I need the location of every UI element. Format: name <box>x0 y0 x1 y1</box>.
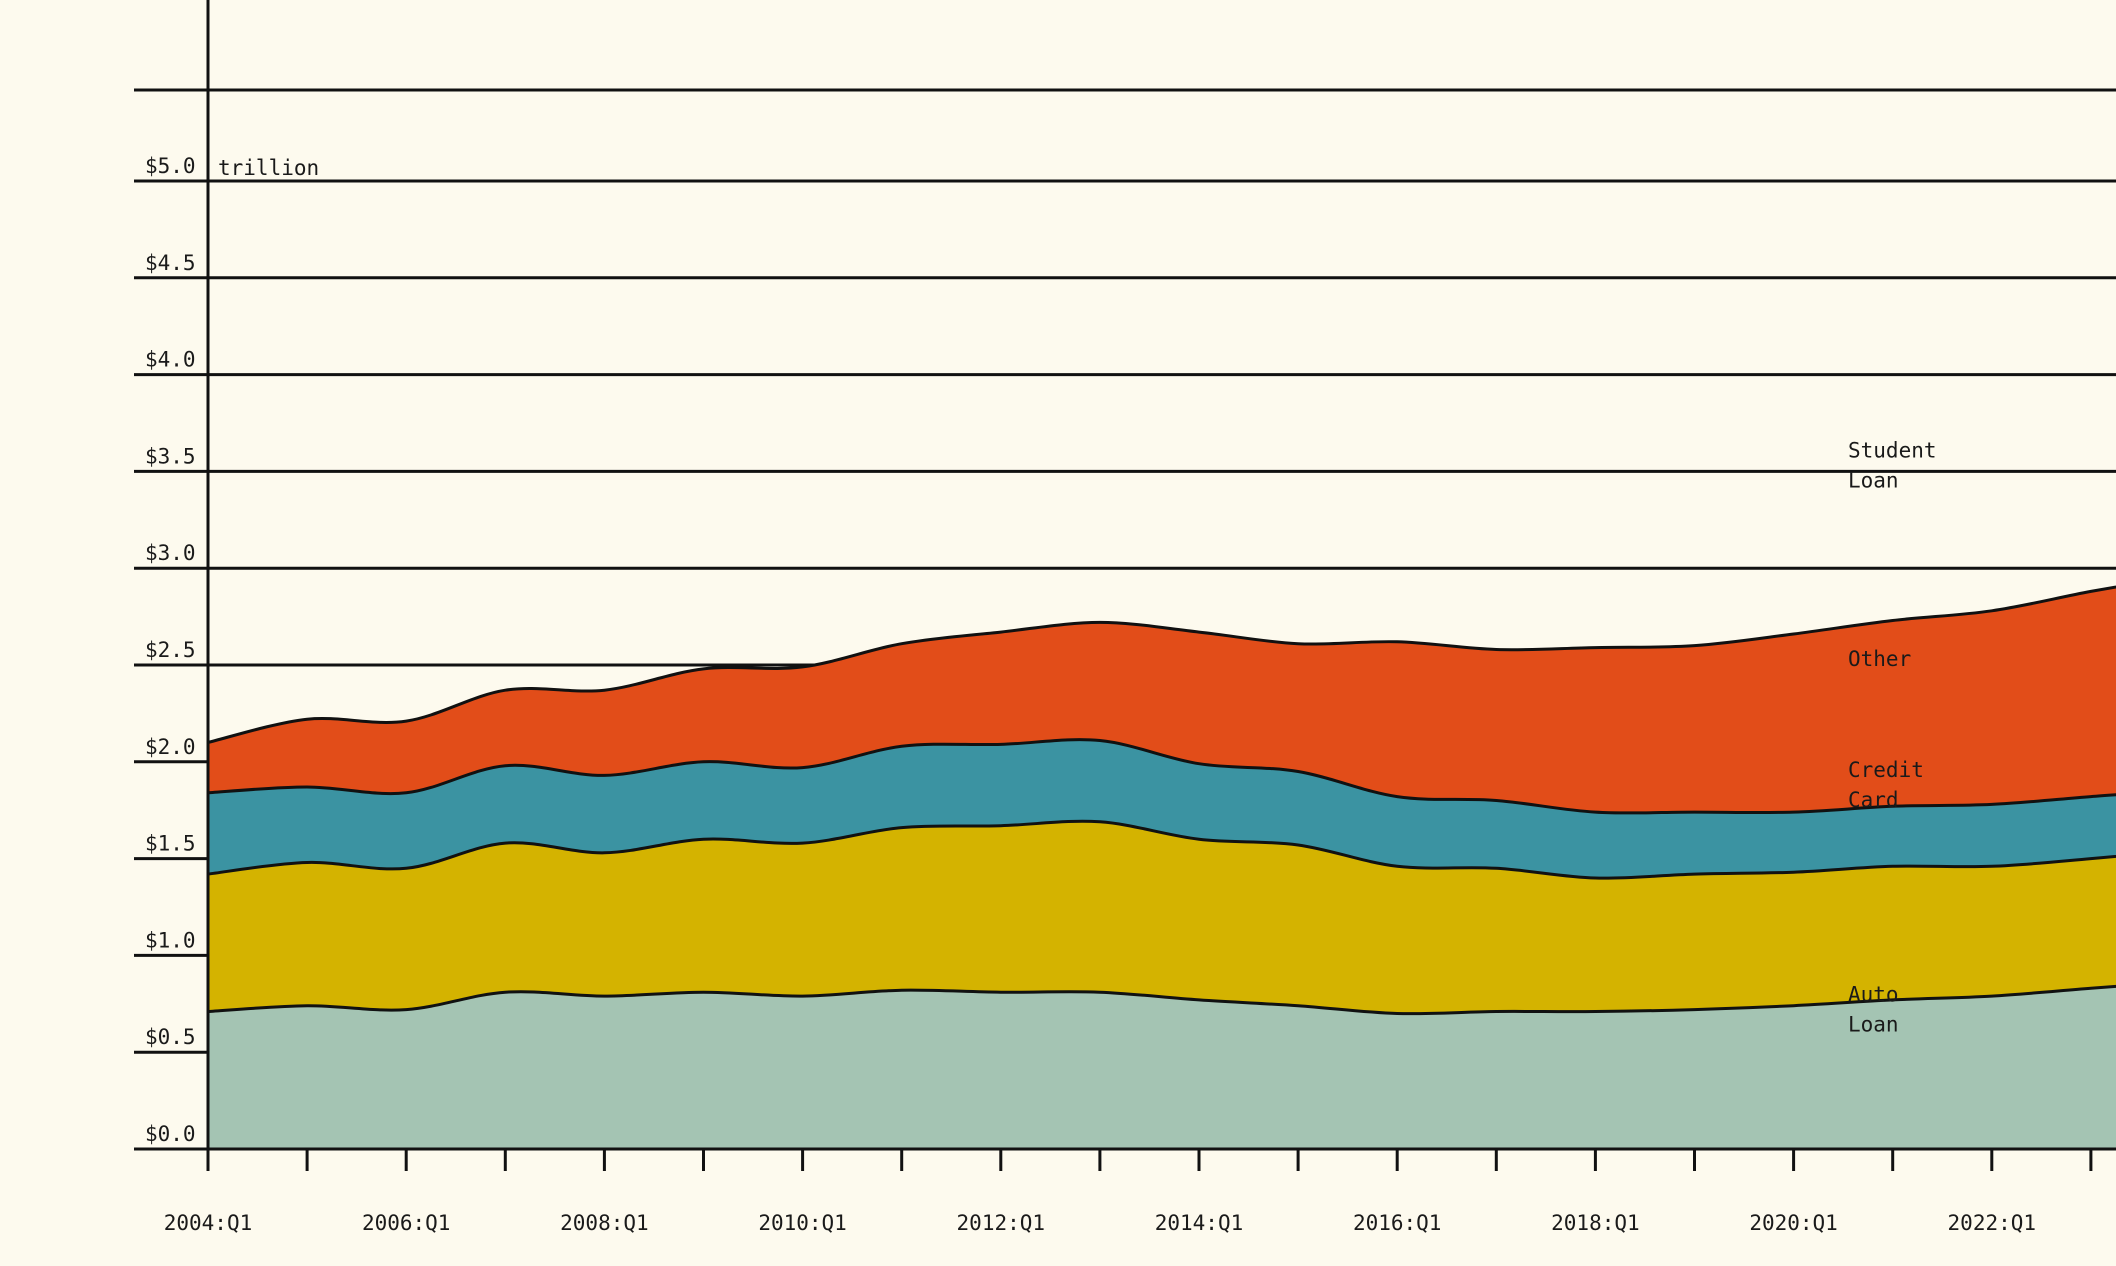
x-tick-label: 2022:Q1 <box>1948 1211 2037 1235</box>
x-tick-label: 2014:Q1 <box>1155 1211 1244 1235</box>
x-tick-label: 2006:Q1 <box>362 1211 451 1235</box>
axes <box>134 0 2116 1171</box>
y-tick-label: $1.0 <box>145 928 196 952</box>
series-line-auto-loan <box>207 984 2116 1016</box>
y-tick-label: $3.5 <box>145 444 196 468</box>
y-unit-label: trillion <box>218 156 319 180</box>
x-tick-label: 2020:Q1 <box>1749 1211 1838 1235</box>
series-line-student-loan <box>207 585 2116 744</box>
y-tick-label: $3.0 <box>145 541 196 565</box>
y-tick-label: $5.0 <box>145 154 196 178</box>
y-tick-label: $1.5 <box>145 832 196 856</box>
x-tick-label: 2008:Q1 <box>560 1211 649 1235</box>
y-tick-labels: $0.0 $0.5 $1.0 $1.5 $2.0 $2.5 $3.0 $3.5 $4.0 $4.5… <box>145 154 196 1146</box>
series-areas <box>207 585 2116 1149</box>
y-tick-label: $2.5 <box>145 638 196 662</box>
area-auto-loan <box>208 986 2116 1149</box>
series-line-credit-card <box>207 819 2116 880</box>
series-labels: Auto Loan Credit Card Other Student Loan <box>1848 439 1937 1037</box>
x-tick-label: 2010:Q1 <box>758 1211 847 1235</box>
x-tick-label: 2012:Q1 <box>957 1211 1046 1235</box>
x-tick-label: 2004:Q1 <box>164 1211 253 1235</box>
series-label-other: Other <box>1848 647 1911 671</box>
series-label-credit-card: Credit Card <box>1848 758 1924 812</box>
series-label-student-loan: Student Loan <box>1848 439 1937 493</box>
y-tick-label: $0.5 <box>145 1025 196 1049</box>
series-line-other <box>207 738 2116 815</box>
y-tick-label: $4.0 <box>145 348 196 372</box>
y-tick-label: $2.0 <box>145 735 196 759</box>
y-tick-label: $4.5 <box>145 251 196 275</box>
series-label-auto-loan: Auto Loan <box>1848 983 1899 1037</box>
y-tick-label: $0.0 <box>145 1122 196 1146</box>
x-tick-label: 2016:Q1 <box>1353 1211 1442 1235</box>
x-tick-label: 2018:Q1 <box>1551 1211 1640 1235</box>
x-tick-labels: 2004:Q1 2006:Q1 2008:Q1 2010:Q1 2012:Q1 2014:… <box>164 1211 2036 1235</box>
